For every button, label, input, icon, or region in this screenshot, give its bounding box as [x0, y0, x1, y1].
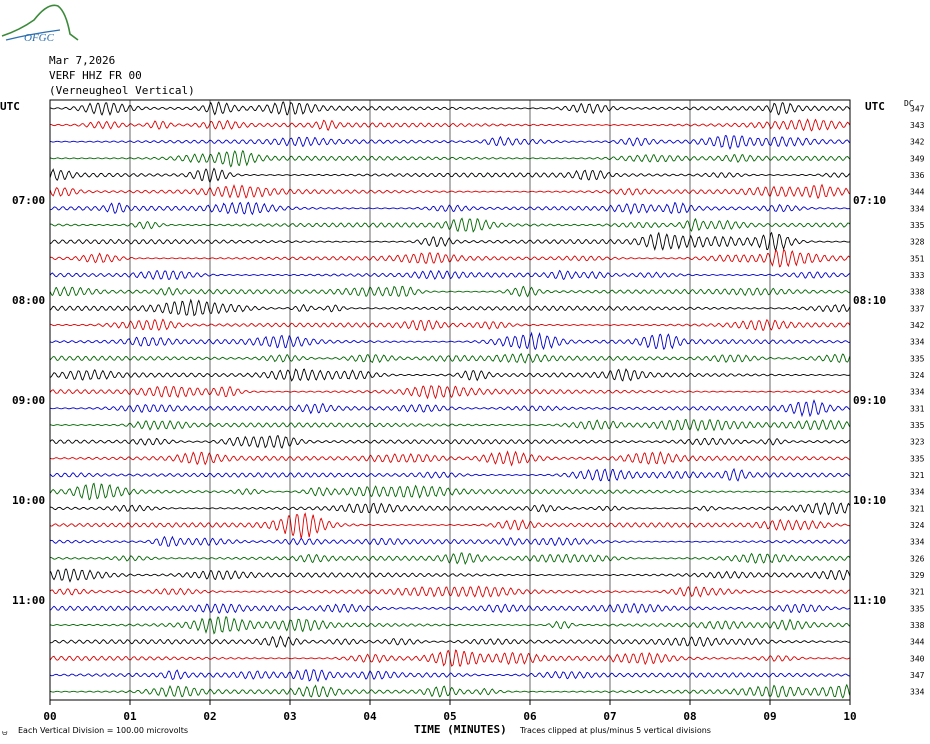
- logo-mountain: [1, 4, 79, 41]
- ofgc-logo: OFGC: [1, 4, 79, 44]
- grid-lines: [49, 99, 851, 705]
- axis-labels: 00 01 02 03 04 05 06 07 08 09 10 347 343 342 349 336 344…: [12, 104, 925, 723]
- clip-note: Traces clipped at plus/minus 5 vertical …: [519, 726, 711, 735]
- dc-offset-label: 321: [910, 504, 925, 513]
- corner-mark: ⩁: [2, 728, 8, 737]
- logo-text: OFGC: [24, 32, 55, 44]
- header-date: Mar 7,2026: [49, 54, 116, 67]
- right-time-label: 10:10: [853, 494, 886, 507]
- dc-offset-label: 324: [910, 521, 925, 530]
- x-tick-label: 05: [443, 710, 456, 723]
- dc-offset-label: 344: [910, 638, 925, 647]
- dc-offset-label: 334: [910, 204, 925, 213]
- right-time-label: 08:10: [853, 294, 886, 307]
- dc-offset-label: 334: [910, 338, 925, 347]
- dc-offset-label: 347: [910, 104, 925, 113]
- dc-offset-label: 334: [910, 688, 925, 697]
- x-tick-label: 06: [523, 710, 537, 723]
- x-tick-label: 00: [43, 710, 56, 723]
- right-time-label: 09:10: [853, 394, 886, 407]
- dc-offset-label: 335: [910, 604, 925, 613]
- x-tick-label: 09: [763, 710, 776, 723]
- dc-offset-label: 334: [910, 388, 925, 397]
- dc-offset-label: 324: [910, 371, 925, 380]
- left-time-label: 09:00: [12, 394, 45, 407]
- utc-right-label: UTC: [865, 100, 885, 113]
- dc-offset-label: 334: [910, 538, 925, 547]
- dc-offset-label: 335: [910, 421, 925, 430]
- left-time-label: 07:00: [12, 194, 45, 207]
- left-time-label: 10:00: [12, 494, 45, 507]
- dc-offset-label: 321: [910, 471, 925, 480]
- dc-offset-label: 336: [910, 171, 925, 180]
- dc-offset-label: 321: [910, 588, 925, 597]
- dc-offset-label: 342: [910, 138, 925, 147]
- dc-offset-label: 331: [910, 404, 925, 413]
- x-tick-label: 07: [603, 710, 616, 723]
- right-time-label: 11:10: [853, 594, 886, 607]
- dc-offset-label: 328: [910, 238, 925, 247]
- right-time-label: 07:10: [853, 194, 886, 207]
- x-tick-label: 02: [203, 710, 216, 723]
- header-station: VERF HHZ FR 00: [49, 69, 142, 82]
- dc-offset-label: 334: [910, 488, 925, 497]
- dc-offset-label: 338: [910, 621, 925, 630]
- dc-offset-label: 326: [910, 554, 925, 563]
- x-tick-label: 10: [843, 710, 856, 723]
- dc-header: DC: [904, 99, 914, 108]
- dc-offset-label: 344: [910, 188, 925, 197]
- dc-offset-label: 349: [910, 154, 925, 163]
- x-tick-label: 03: [283, 710, 296, 723]
- x-tick-label: 01: [123, 710, 137, 723]
- dc-offset-label: 335: [910, 354, 925, 363]
- dc-offset-label: 338: [910, 288, 925, 297]
- dc-offset-label: 335: [910, 221, 925, 230]
- x-axis-title: TIME (MINUTES): [414, 723, 507, 736]
- dc-offset-label: 340: [910, 654, 925, 663]
- dc-offset-label: 337: [910, 304, 925, 313]
- dc-offset-label: 335: [910, 454, 925, 463]
- left-time-label: 11:00: [12, 594, 45, 607]
- left-time-label: 08:00: [12, 294, 45, 307]
- scale-note: Each Vertical Division = 100.00 microvol…: [18, 726, 188, 735]
- dc-offset-label: 347: [910, 671, 925, 680]
- header-location: (Verneugheol Vertical): [49, 84, 195, 97]
- dc-offset-label: 351: [910, 254, 925, 263]
- dc-offset-label: 343: [910, 121, 925, 130]
- dc-offset-label: 333: [910, 271, 925, 280]
- dc-offset-label: 342: [910, 321, 925, 330]
- utc-left-label: UTC: [0, 100, 20, 113]
- x-tick-label: 04: [363, 710, 377, 723]
- dc-offset-label: 323: [910, 438, 925, 447]
- x-tick-label: 08: [683, 710, 696, 723]
- logo-swoosh: [5, 29, 61, 41]
- dc-offset-label: 329: [910, 571, 925, 580]
